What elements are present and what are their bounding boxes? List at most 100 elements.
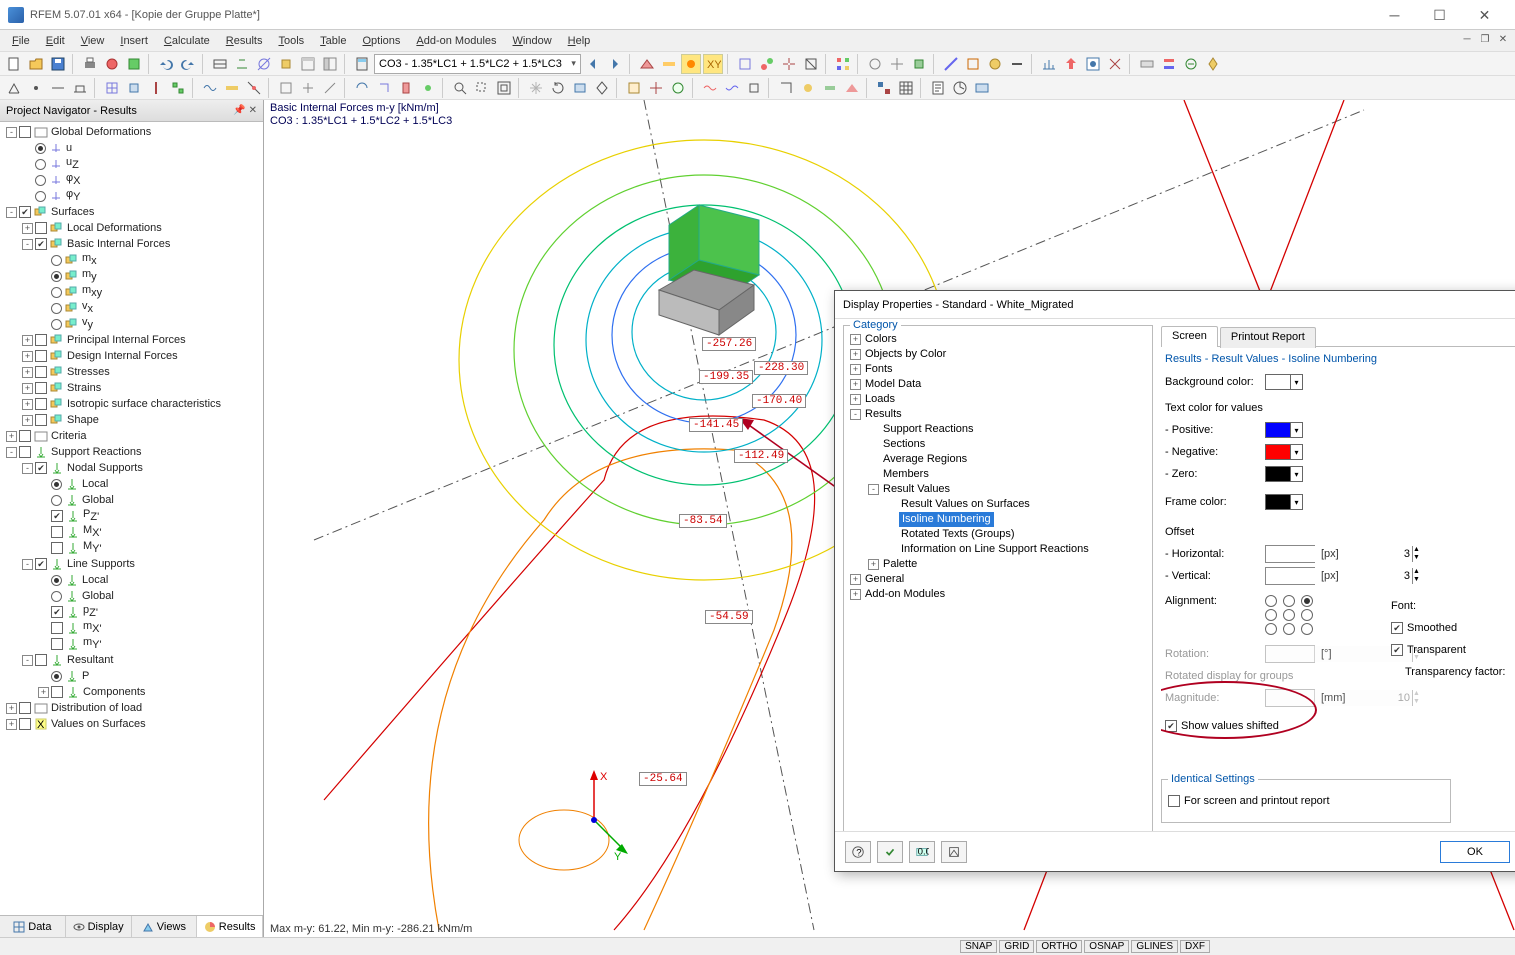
category-item[interactable]: Information on Line Support Reactions (850, 542, 1146, 557)
toolbar-icon[interactable] (798, 78, 818, 98)
tree-item[interactable]: φY (0, 188, 263, 204)
navigator-tree[interactable]: -Global DeformationsuuZφXφY-Surfaces+Loc… (0, 122, 263, 915)
toolbar-icon[interactable] (1039, 54, 1059, 74)
dialog-titlebar[interactable]: Display Properties - Standard - White_Mi… (835, 291, 1515, 319)
tree-item[interactable]: Local (0, 476, 263, 492)
toolbar-icon[interactable] (418, 78, 438, 98)
show-values-shifted-checkbox[interactable] (1165, 720, 1177, 732)
identical-checkbox[interactable] (1168, 795, 1180, 807)
category-tree[interactable]: +Colors+Objects by Color+Fonts+Model Dat… (850, 332, 1146, 827)
tree-item[interactable]: -Line Supports (0, 556, 263, 572)
toolbar-icon[interactable] (1083, 54, 1103, 74)
toolbar-icon[interactable] (592, 78, 612, 98)
tree-item[interactable]: Global (0, 588, 263, 604)
status-grid[interactable]: GRID (999, 940, 1034, 953)
toolbar-icon[interactable] (842, 78, 862, 98)
tree-item[interactable]: +Strains (0, 380, 263, 396)
tree-item[interactable]: Global (0, 492, 263, 508)
tree-item[interactable]: +Components (0, 684, 263, 700)
toolbar-icon[interactable] (276, 78, 296, 98)
tree-item[interactable]: -Nodal Supports (0, 460, 263, 476)
tree-item[interactable]: φX (0, 172, 263, 188)
toolbar-icon[interactable] (254, 54, 274, 74)
toolbar-icon[interactable] (887, 54, 907, 74)
tree-item[interactable]: mX' (0, 620, 263, 636)
tree-item[interactable]: pZ' (0, 604, 263, 620)
zero-color-select[interactable]: ▾ (1265, 466, 1303, 482)
tree-item[interactable]: -Surfaces (0, 204, 263, 220)
toolbar-icon[interactable] (801, 54, 821, 74)
toolbar-icon[interactable] (776, 78, 796, 98)
tree-item[interactable]: +Shape (0, 412, 263, 428)
alignment-radio-grid[interactable] (1265, 595, 1317, 635)
pan-icon[interactable] (526, 78, 546, 98)
category-item[interactable]: -Result Values (850, 482, 1146, 497)
toolbar-icon[interactable] (48, 78, 68, 98)
toolbar-icon[interactable] (833, 54, 853, 74)
toolbar-icon[interactable] (1203, 54, 1223, 74)
toolbar-icon[interactable] (722, 78, 742, 98)
toolbar-icon[interactable] (941, 54, 961, 74)
tree-item[interactable]: Local (0, 572, 263, 588)
load-button[interactable] (941, 841, 967, 863)
category-item[interactable]: +Loads (850, 392, 1146, 407)
toolbar-icon[interactable] (820, 78, 840, 98)
toolbar-icon[interactable] (896, 78, 916, 98)
negative-color-select[interactable]: ▾ (1265, 444, 1303, 460)
toolbar-icon[interactable] (1137, 54, 1157, 74)
category-item[interactable]: +Fonts (850, 362, 1146, 377)
toolbar-icon[interactable] (668, 78, 688, 98)
category-item[interactable]: +Add-on Modules (850, 587, 1146, 602)
zoom-extents-icon[interactable] (494, 78, 514, 98)
pin-icon[interactable]: 📌 ✕ (233, 105, 257, 116)
toolbar-icon[interactable] (735, 54, 755, 74)
mdi-restore-button[interactable]: ❐ (1477, 34, 1493, 48)
model-canvas[interactable]: Basic Internal Forces m-y [kNm/m] CO3 : … (264, 100, 1515, 937)
toolbar-icon[interactable] (1159, 54, 1179, 74)
toolbar-icon[interactable] (1061, 54, 1081, 74)
tree-item[interactable]: -Basic Internal Forces (0, 236, 263, 252)
tree-item[interactable]: +Isotropic surface characteristics (0, 396, 263, 412)
menu-help[interactable]: Help (560, 33, 599, 49)
smoothed-checkbox[interactable] (1391, 622, 1403, 634)
status-dxf[interactable]: DXF (1180, 940, 1210, 953)
category-item[interactable]: +Model Data (850, 377, 1146, 392)
tree-item[interactable]: MY' (0, 540, 263, 556)
category-item[interactable]: Members (850, 467, 1146, 482)
toolbar-icon[interactable] (570, 78, 590, 98)
category-item[interactable]: +General (850, 572, 1146, 587)
tree-item[interactable]: mxy (0, 284, 263, 300)
category-item[interactable]: Support Reactions (850, 422, 1146, 437)
tree-item[interactable]: +Local Deformations (0, 220, 263, 236)
navtab-results[interactable]: Results (197, 916, 263, 937)
tree-item[interactable]: -Support Reactions (0, 444, 263, 460)
toolbar-icon[interactable] (1007, 54, 1027, 74)
navtab-display[interactable]: Display (66, 916, 132, 937)
new-file-icon[interactable] (4, 54, 24, 74)
tree-item[interactable]: my (0, 268, 263, 284)
mdi-close-button[interactable]: ✕ (1495, 34, 1511, 48)
toolbar-icon[interactable] (26, 78, 46, 98)
tree-item[interactable]: PZ' (0, 508, 263, 524)
status-glines[interactable]: GLINES (1131, 940, 1178, 953)
toolbar-icon[interactable] (70, 78, 90, 98)
bg-color-select[interactable]: ▾ (1265, 374, 1303, 390)
tree-item[interactable]: +Distribution of load (0, 700, 263, 716)
next-icon[interactable] (605, 54, 625, 74)
zoom-window-icon[interactable] (472, 78, 492, 98)
menu-tools[interactable]: Tools (270, 33, 312, 49)
toolbar-icon[interactable] (146, 78, 166, 98)
toolbar-icon[interactable] (659, 54, 679, 74)
toolbar-icon[interactable] (320, 54, 340, 74)
toolbar-icon[interactable] (396, 78, 416, 98)
toolbar-icon[interactable] (352, 78, 372, 98)
toolbar-icon[interactable] (124, 78, 144, 98)
toolbar-icon[interactable] (985, 54, 1005, 74)
offset-v-input[interactable]: ▲▼ (1265, 567, 1315, 585)
category-item[interactable]: Isoline Numbering (850, 512, 1146, 527)
offset-h-input[interactable]: ▲▼ (1265, 545, 1315, 563)
toolbar-icon[interactable] (624, 78, 644, 98)
category-item[interactable]: +Palette (850, 557, 1146, 572)
menu-calculate[interactable]: Calculate (156, 33, 218, 49)
tree-item[interactable]: -Global Deformations (0, 124, 263, 140)
